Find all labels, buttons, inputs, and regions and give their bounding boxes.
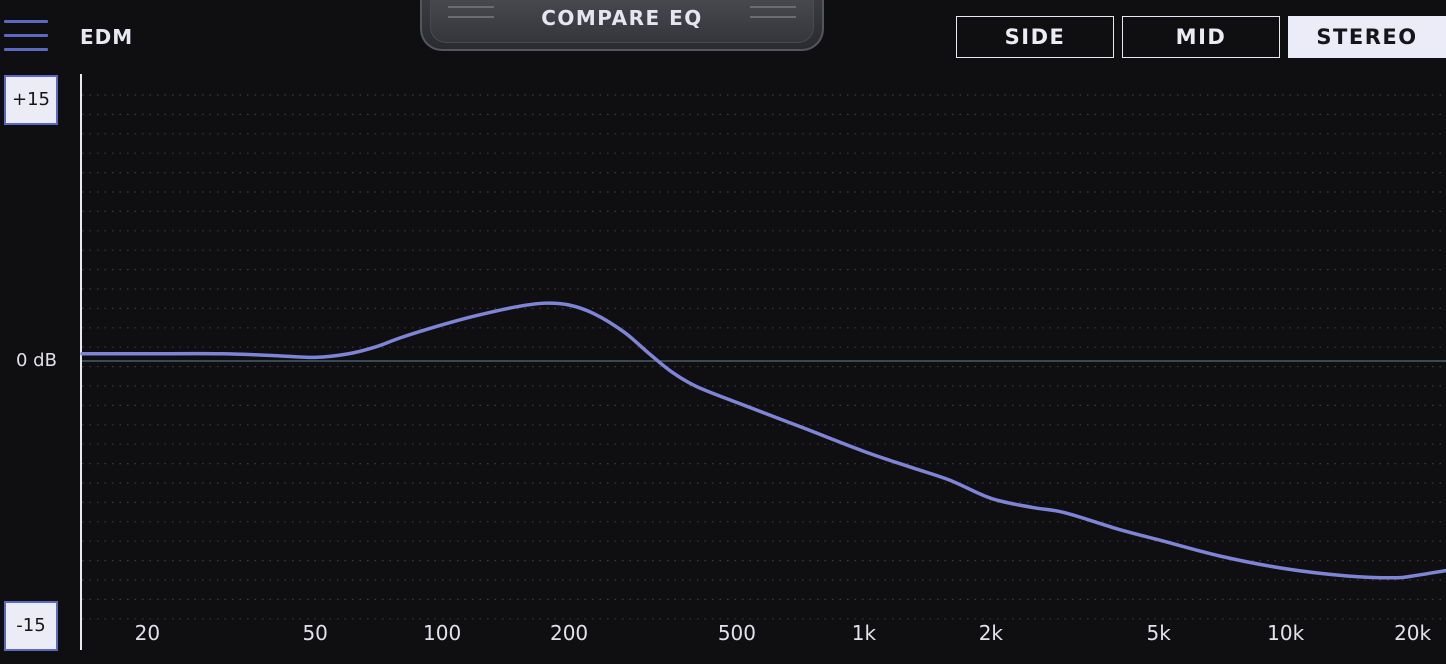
- hamburger-menu-icon[interactable]: [4, 20, 48, 54]
- freq-tick-label: 1k: [852, 621, 877, 645]
- frequency-axis-labels: 20 50 100 200 500 1k 2k 5k 10k 20k: [135, 621, 1432, 645]
- mode-button-mid[interactable]: MID: [1122, 16, 1280, 58]
- freq-tick-label: 50: [302, 621, 327, 645]
- freq-tick-label: 20: [135, 621, 160, 645]
- freq-tick-label: 20k: [1394, 621, 1431, 645]
- freq-tick-label: 5k: [1147, 621, 1172, 645]
- freq-tick-label: 100: [423, 621, 461, 645]
- db-min-label[interactable]: -15: [4, 601, 58, 651]
- eq-response-curve[interactable]: [80, 301, 1446, 580]
- mode-button-stereo[interactable]: STEREO: [1288, 16, 1446, 58]
- freq-tick-label: 200: [550, 621, 588, 645]
- db-max-label[interactable]: +15: [4, 75, 58, 125]
- compare-eq-button[interactable]: COMPARE EQ: [420, 0, 824, 51]
- freq-tick-label: 2k: [979, 621, 1004, 645]
- mode-button-side[interactable]: SIDE: [956, 16, 1114, 58]
- db-zero-label: 0 dB: [16, 350, 57, 371]
- grip-lines-right-icon: [750, 6, 796, 20]
- freq-tick-label: 500: [718, 621, 756, 645]
- freq-tick-label: 10k: [1267, 621, 1304, 645]
- compare-eq-label: COMPARE EQ: [541, 6, 703, 30]
- preset-name[interactable]: EDM: [80, 25, 134, 49]
- grip-lines-left-icon: [448, 6, 494, 20]
